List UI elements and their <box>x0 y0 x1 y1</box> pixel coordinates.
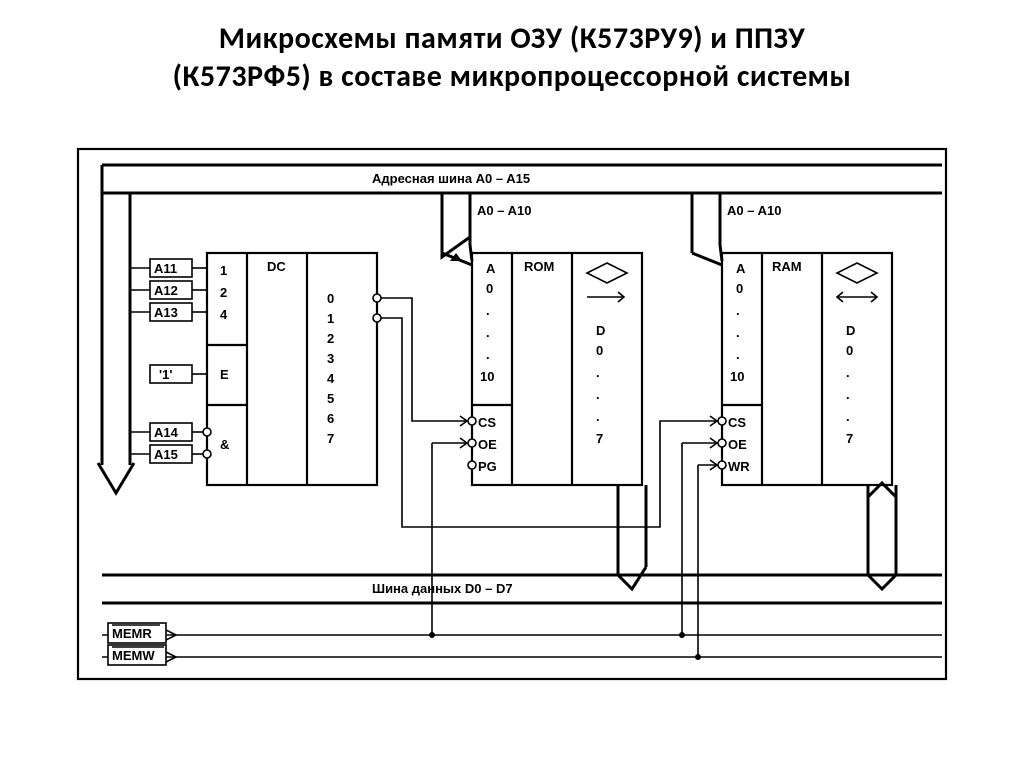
dec-o2: 2 <box>327 331 334 346</box>
rom-A10: 10 <box>480 369 494 384</box>
ram-Dd2: . <box>846 387 850 402</box>
address-bus-label: Адресная шина A0 – A15 <box>372 171 530 186</box>
rom-name: ROM <box>524 259 554 274</box>
ram-D: D <box>846 323 855 338</box>
rom-A0: 0 <box>486 281 493 296</box>
ram-direction-icon <box>837 263 877 302</box>
rom-Ad1: . <box>486 303 490 318</box>
memw-label: MEMW <box>112 648 155 663</box>
data-bus: Шина данных D0 – D7 <box>102 483 942 603</box>
title-line1: Микросхемы памяти ОЗУ (К573РУ9) и ППЗУ <box>219 20 806 57</box>
in-A12: A12 <box>154 283 178 298</box>
in-A14: A14 <box>154 425 179 440</box>
rom-CS: CS <box>478 415 496 430</box>
ram-Dd3: . <box>846 409 850 424</box>
ram-Ad2: . <box>736 325 740 340</box>
rom-addr-tap: A0 – A10 <box>477 203 531 218</box>
rom-D: D <box>596 323 605 338</box>
rom-A: A <box>486 261 496 276</box>
rom-block: ROM A 0 . . . 10 D 0 . . . 7 CS OE PG <box>468 253 642 485</box>
ram-A10: 10 <box>730 369 744 384</box>
rom-Dd1: . <box>596 365 600 380</box>
rom-D0: 0 <box>596 343 603 358</box>
ram-OE: OE <box>728 437 747 452</box>
ram-D0: 0 <box>846 343 853 358</box>
rom-D7: 7 <box>596 431 603 446</box>
dec-w2: 2 <box>220 285 227 300</box>
data-bus-label: Шина данных D0 – D7 <box>372 581 513 596</box>
dec-and: & <box>220 437 229 452</box>
ram-addr-tap: A0 – A10 <box>727 203 781 218</box>
ram-Ad3: . <box>736 347 740 362</box>
decoder-name: DC <box>267 259 286 274</box>
in-A15: A15 <box>154 447 178 462</box>
dec-o4: 4 <box>327 371 335 386</box>
ram-A0: 0 <box>736 281 743 296</box>
ram-CS: CS <box>728 415 746 430</box>
ram-WR: WR <box>728 459 750 474</box>
schematic-svg: Адресная шина A0 – A15 A0 – A10 A0 – A10 <box>72 145 952 705</box>
ram-A: A <box>736 261 746 276</box>
dec-o0: 0 <box>327 291 334 306</box>
in-A13: A13 <box>154 305 178 320</box>
dec-o1: 1 <box>327 311 334 326</box>
ram-D7: 7 <box>846 431 853 446</box>
title-line2: (К573РФ5) в составе микропроцессорной си… <box>173 58 852 95</box>
dec-E: E <box>220 367 229 382</box>
control-lines: MEMR MEMW <box>102 438 942 665</box>
rom-Dd2: . <box>596 387 600 402</box>
rom-Ad3: . <box>486 347 490 362</box>
in-const1: '1' <box>159 367 172 382</box>
diagram: Адресная шина A0 – A15 A0 – A10 A0 – A10 <box>72 145 952 705</box>
ram-Ad1: . <box>736 303 740 318</box>
dec-o6: 6 <box>327 411 334 426</box>
rom-direction-icon <box>587 263 627 302</box>
dec-o3: 3 <box>327 351 334 366</box>
rom-Dd3: . <box>596 409 600 424</box>
ram-block: RAM A 0 . . . 10 D 0 . . . 7 CS OE WR <box>718 253 892 485</box>
dec-w1: 1 <box>220 263 227 278</box>
rom-Ad2: . <box>486 325 490 340</box>
ram-Dd1: . <box>846 365 850 380</box>
memr-label: MEMR <box>112 626 152 641</box>
ram-name: RAM <box>772 259 802 274</box>
rom-PG: PG <box>478 459 497 474</box>
dec-o7: 7 <box>327 431 334 446</box>
dec-o5: 5 <box>327 391 334 406</box>
dec-w4: 4 <box>220 307 228 322</box>
page-title: Микросхемы памяти ОЗУ (К573РУ9) и ППЗУ (… <box>0 0 1024 105</box>
rom-OE: OE <box>478 437 497 452</box>
in-A11: A11 <box>154 261 177 276</box>
decoder-block: DC 1 2 4 E & 0 1 2 3 4 5 6 7 A11 A12 A13 <box>130 253 381 485</box>
